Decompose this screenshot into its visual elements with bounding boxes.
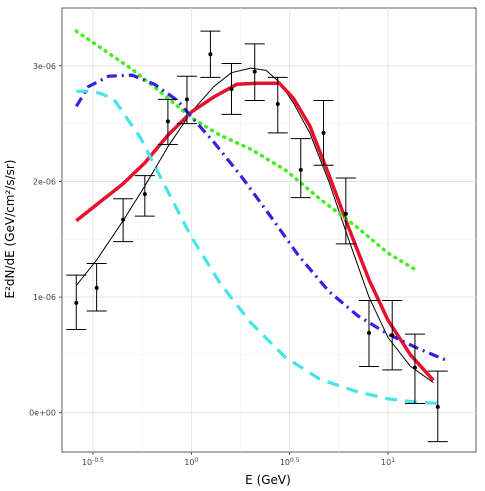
model-curve-solid-thick — [75, 81, 435, 382]
data-marker — [321, 130, 326, 135]
model-curve-dashdot — [74, 73, 448, 363]
y-tick-label: 3e-06 — [33, 62, 56, 71]
data-point — [176, 75, 197, 125]
data-point — [404, 333, 425, 404]
grid — [62, 8, 476, 452]
data-marker — [252, 69, 257, 74]
data-marker — [74, 300, 79, 305]
data-point — [113, 198, 134, 243]
plot-panel — [61, 7, 477, 453]
x-tick-label: 10-0.5 — [82, 457, 104, 467]
data-points-layer — [66, 30, 448, 443]
x-axis-ticks: 10-0.5 100 100.5 101 — [82, 452, 395, 467]
data-point — [382, 300, 403, 371]
data-point — [290, 138, 311, 199]
data-point — [267, 76, 288, 134]
data-marker — [390, 333, 395, 338]
y-tick-label: 1e-06 — [33, 293, 56, 302]
model-curve-dotted — [74, 29, 419, 273]
model-curve-dashed — [76, 89, 439, 405]
data-marker — [275, 101, 280, 106]
data-marker — [208, 52, 213, 57]
x-tick-label: 100.5 — [280, 457, 300, 467]
data-marker — [366, 330, 371, 335]
y-axis-ticks: 0e+00 1e-06 2e-06 3e-06 — [29, 62, 62, 418]
data-marker — [229, 86, 234, 91]
data-point — [134, 175, 155, 217]
x-axis-title: E (GeV) — [245, 473, 291, 487]
data-point — [358, 300, 379, 367]
data-point — [66, 274, 87, 330]
data-point — [335, 177, 356, 245]
data-point — [221, 63, 242, 115]
data-marker — [121, 217, 126, 222]
x-tick-label: 100 — [184, 457, 198, 467]
y-axis-title: E²dN/dE (GeV/cm²/s/sr) — [3, 160, 17, 299]
y-tick-label: 2e-06 — [33, 177, 56, 186]
data-marker — [435, 404, 440, 409]
y-tick-label: 0e+00 — [29, 409, 56, 418]
data-point — [200, 30, 221, 78]
data-marker — [165, 119, 170, 124]
data-marker — [412, 365, 417, 370]
x-tick-label: 101 — [381, 457, 395, 467]
data-marker — [343, 211, 348, 216]
series-layer — [74, 29, 448, 405]
data-point — [427, 370, 448, 443]
data-point — [313, 100, 334, 166]
data-marker — [184, 97, 189, 102]
data-point — [157, 98, 178, 145]
data-marker — [94, 285, 99, 290]
data-point — [244, 43, 265, 101]
data-point — [86, 263, 107, 312]
data-marker — [298, 167, 303, 172]
data-marker — [142, 192, 147, 197]
